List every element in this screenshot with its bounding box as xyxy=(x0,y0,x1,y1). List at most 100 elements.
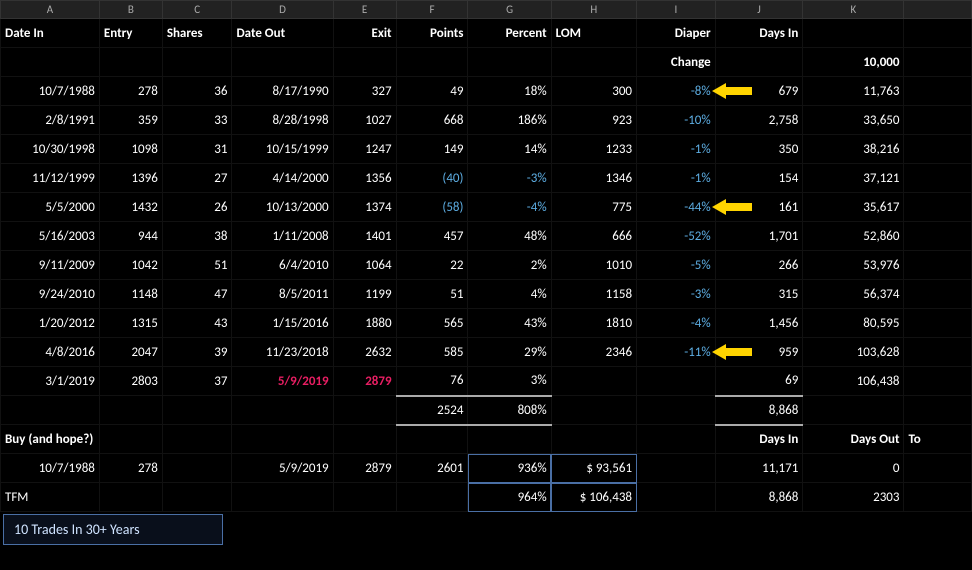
cell-percent[interactable]: 2% xyxy=(468,251,551,280)
cell-diaper[interactable]: -11% xyxy=(637,338,716,367)
cell-shares[interactable]: 33 xyxy=(162,106,232,135)
cell-date-in[interactable]: 10/30/1998 xyxy=(1,135,100,164)
cell-lom[interactable]: 1233 xyxy=(551,135,636,164)
cell-date-in[interactable]: 4/8/2016 xyxy=(1,338,100,367)
cell-equity[interactable]: 56,374 xyxy=(803,280,904,309)
cell-points[interactable]: (58) xyxy=(396,193,468,222)
cell-entry[interactable]: 2047 xyxy=(99,338,162,367)
cell-date-out[interactable]: 10/13/2000 xyxy=(232,193,333,222)
cell-percent[interactable]: 4% xyxy=(468,280,551,309)
cell-days-in[interactable]: 266 xyxy=(715,251,803,280)
cell-date-in[interactable]: 1/20/2012 xyxy=(1,309,100,338)
cell-date-in[interactable]: 2/8/1991 xyxy=(1,106,100,135)
cell-diaper[interactable]: -52% xyxy=(637,222,716,251)
spreadsheet-grid[interactable]: ABCDEFGHIJKDate InEntrySharesDate OutExi… xyxy=(0,0,972,512)
cell-percent[interactable]: 29% xyxy=(468,338,551,367)
cell-exit[interactable]: 1027 xyxy=(333,106,396,135)
cell-points[interactable]: 49 xyxy=(396,77,468,106)
cell-equity[interactable]: 37,121 xyxy=(803,164,904,193)
cell-days-in[interactable]: 161 xyxy=(715,193,803,222)
cell-date-out[interactable]: 6/4/2010 xyxy=(232,251,333,280)
total-points[interactable]: 2524 xyxy=(396,396,468,425)
cell-entry[interactable]: 1396 xyxy=(99,164,162,193)
cell-points[interactable]: 149 xyxy=(396,135,468,164)
cell-points[interactable]: 565 xyxy=(396,309,468,338)
cell-equity[interactable]: 11,763 xyxy=(803,77,904,106)
total-days[interactable]: 8,868 xyxy=(715,396,803,425)
cell-days-in[interactable]: 315 xyxy=(715,280,803,309)
cell-date-out[interactable]: 5/9/2019 xyxy=(232,367,333,396)
bh-date-in[interactable]: 10/7/1988 xyxy=(1,454,100,483)
cell-entry[interactable]: 1148 xyxy=(99,280,162,309)
bh-exit[interactable]: 2879 xyxy=(333,454,396,483)
cell-equity[interactable]: 35,617 xyxy=(803,193,904,222)
cell-percent[interactable]: 3% xyxy=(468,367,551,396)
cell-entry[interactable]: 1098 xyxy=(99,135,162,164)
cell-shares[interactable]: 39 xyxy=(162,338,232,367)
cell-percent[interactable]: 18% xyxy=(468,77,551,106)
cell-diaper[interactable]: -10% xyxy=(637,106,716,135)
cell-points[interactable]: 585 xyxy=(396,338,468,367)
cell-shares[interactable]: 31 xyxy=(162,135,232,164)
cell-diaper[interactable]: -4% xyxy=(637,309,716,338)
cell-lom[interactable] xyxy=(551,367,636,396)
cell-shares[interactable]: 51 xyxy=(162,251,232,280)
cell-lom[interactable]: 666 xyxy=(551,222,636,251)
cell-exit[interactable]: 1374 xyxy=(333,193,396,222)
cell-percent[interactable]: 43% xyxy=(468,309,551,338)
cell-entry[interactable]: 1315 xyxy=(99,309,162,338)
cell-date-in[interactable]: 5/16/2003 xyxy=(1,222,100,251)
cell-date-in[interactable]: 9/24/2010 xyxy=(1,280,100,309)
cell-entry[interactable]: 1042 xyxy=(99,251,162,280)
cell-exit[interactable]: 1356 xyxy=(333,164,396,193)
cell-days-in[interactable]: 1,701 xyxy=(715,222,803,251)
cell-diaper[interactable]: -8% xyxy=(637,77,716,106)
cell-date-in[interactable]: 5/5/2000 xyxy=(1,193,100,222)
cell-points[interactable]: 457 xyxy=(396,222,468,251)
cell-exit[interactable]: 1880 xyxy=(333,309,396,338)
cell-exit[interactable]: 1199 xyxy=(333,280,396,309)
tfm-days-in[interactable]: 8,868 xyxy=(715,483,803,512)
bh-percent[interactable]: 936% xyxy=(468,454,551,483)
cell-days-in[interactable]: 1,456 xyxy=(715,309,803,338)
cell-days-in[interactable]: 69 xyxy=(715,367,803,396)
cell-exit[interactable]: 327 xyxy=(333,77,396,106)
cell-points[interactable]: (40) xyxy=(396,164,468,193)
tfm-dollar[interactable]: $ 106,438 xyxy=(551,483,636,512)
bh-dollar[interactable]: $ 93,561 xyxy=(551,454,636,483)
bh-days-in[interactable]: 11,171 xyxy=(715,454,803,483)
cell-percent[interactable]: -4% xyxy=(468,193,551,222)
bh-points[interactable]: 2601 xyxy=(396,454,468,483)
cell-equity[interactable]: 80,595 xyxy=(803,309,904,338)
cell-entry[interactable]: 944 xyxy=(99,222,162,251)
cell-lom[interactable]: 300 xyxy=(551,77,636,106)
bh-date-out[interactable]: 5/9/2019 xyxy=(232,454,333,483)
cell-date-out[interactable]: 8/28/1998 xyxy=(232,106,333,135)
cell-days-in[interactable]: 679 xyxy=(715,77,803,106)
cell-equity[interactable]: 53,976 xyxy=(803,251,904,280)
cell-date-in[interactable]: 11/12/1999 xyxy=(1,164,100,193)
cell-shares[interactable]: 36 xyxy=(162,77,232,106)
cell-exit[interactable]: 1064 xyxy=(333,251,396,280)
cell-points[interactable]: 51 xyxy=(396,280,468,309)
cell-date-out[interactable]: 11/23/2018 xyxy=(232,338,333,367)
cell-points[interactable]: 76 xyxy=(396,367,468,396)
cell-lom[interactable]: 923 xyxy=(551,106,636,135)
cell-diaper[interactable] xyxy=(637,367,716,396)
tfm-days-out[interactable]: 2303 xyxy=(803,483,904,512)
cell-diaper[interactable]: -44% xyxy=(637,193,716,222)
cell-diaper[interactable]: -5% xyxy=(637,251,716,280)
cell-date-out[interactable]: 8/17/1990 xyxy=(232,77,333,106)
cell-equity[interactable]: 106,438 xyxy=(803,367,904,396)
cell-points[interactable]: 22 xyxy=(396,251,468,280)
cell-exit[interactable]: 2632 xyxy=(333,338,396,367)
cell-shares[interactable]: 26 xyxy=(162,193,232,222)
cell-lom[interactable]: 1010 xyxy=(551,251,636,280)
cell-days-in[interactable]: 2,758 xyxy=(715,106,803,135)
cell-shares[interactable]: 43 xyxy=(162,309,232,338)
cell-shares[interactable]: 47 xyxy=(162,280,232,309)
cell-date-in[interactable]: 9/11/2009 xyxy=(1,251,100,280)
cell-date-out[interactable]: 1/11/2008 xyxy=(232,222,333,251)
cell-entry[interactable]: 278 xyxy=(99,77,162,106)
cell-shares[interactable]: 37 xyxy=(162,367,232,396)
